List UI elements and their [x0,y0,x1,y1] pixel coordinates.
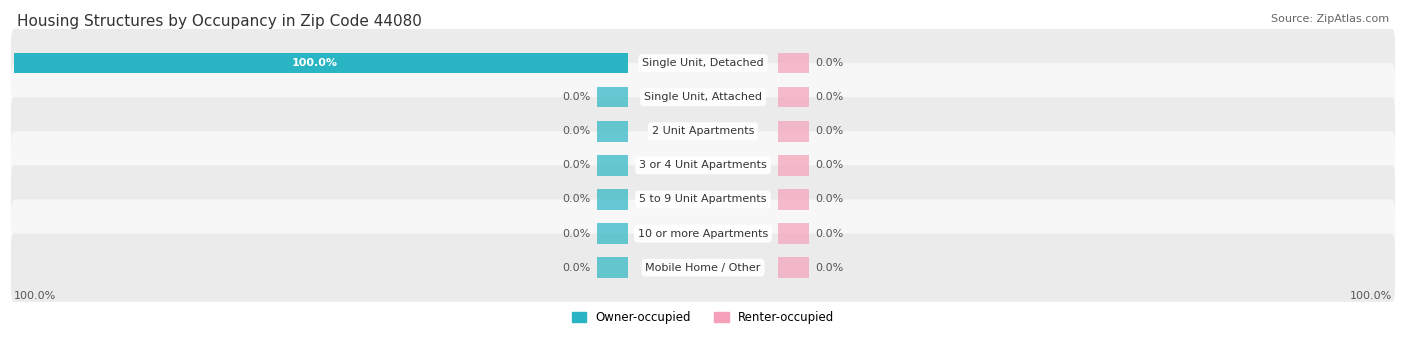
Text: 0.0%: 0.0% [815,58,844,68]
FancyBboxPatch shape [11,165,1395,234]
Text: Single Unit, Detached: Single Unit, Detached [643,58,763,68]
FancyBboxPatch shape [11,131,1395,199]
Bar [596,155,628,176]
Bar [778,223,810,244]
Bar [778,53,810,73]
Text: 100.0%: 100.0% [291,58,337,68]
Text: 0.0%: 0.0% [562,263,591,273]
Text: Single Unit, Attached: Single Unit, Attached [644,92,762,102]
Text: 10 or more Apartments: 10 or more Apartments [638,228,768,239]
Bar [778,189,810,210]
Text: 0.0%: 0.0% [815,126,844,136]
Bar [778,87,810,107]
Bar [596,87,628,107]
Text: 0.0%: 0.0% [562,126,591,136]
Text: 100.0%: 100.0% [14,291,56,301]
Text: 3 or 4 Unit Apartments: 3 or 4 Unit Apartments [640,160,766,170]
Text: 0.0%: 0.0% [562,194,591,205]
Text: Mobile Home / Other: Mobile Home / Other [645,263,761,273]
Bar [596,121,628,142]
Text: 0.0%: 0.0% [815,92,844,102]
Text: Housing Structures by Occupancy in Zip Code 44080: Housing Structures by Occupancy in Zip C… [17,14,422,29]
Bar [1,53,628,73]
Text: 0.0%: 0.0% [815,194,844,205]
Text: 0.0%: 0.0% [562,92,591,102]
Text: 0.0%: 0.0% [815,160,844,170]
Text: 0.0%: 0.0% [815,263,844,273]
FancyBboxPatch shape [11,29,1395,97]
Text: 100.0%: 100.0% [1350,291,1392,301]
Text: 2 Unit Apartments: 2 Unit Apartments [652,126,754,136]
Bar [596,189,628,210]
Bar [778,121,810,142]
Text: 0.0%: 0.0% [562,228,591,239]
Bar [596,257,628,278]
FancyBboxPatch shape [11,63,1395,131]
FancyBboxPatch shape [11,97,1395,165]
Text: 5 to 9 Unit Apartments: 5 to 9 Unit Apartments [640,194,766,205]
Bar [778,155,810,176]
Text: 0.0%: 0.0% [815,228,844,239]
FancyBboxPatch shape [11,199,1395,268]
Bar [596,223,628,244]
Legend: Owner-occupied, Renter-occupied: Owner-occupied, Renter-occupied [567,306,839,329]
Text: 0.0%: 0.0% [562,160,591,170]
Bar [778,257,810,278]
Text: Source: ZipAtlas.com: Source: ZipAtlas.com [1271,14,1389,24]
FancyBboxPatch shape [11,234,1395,302]
